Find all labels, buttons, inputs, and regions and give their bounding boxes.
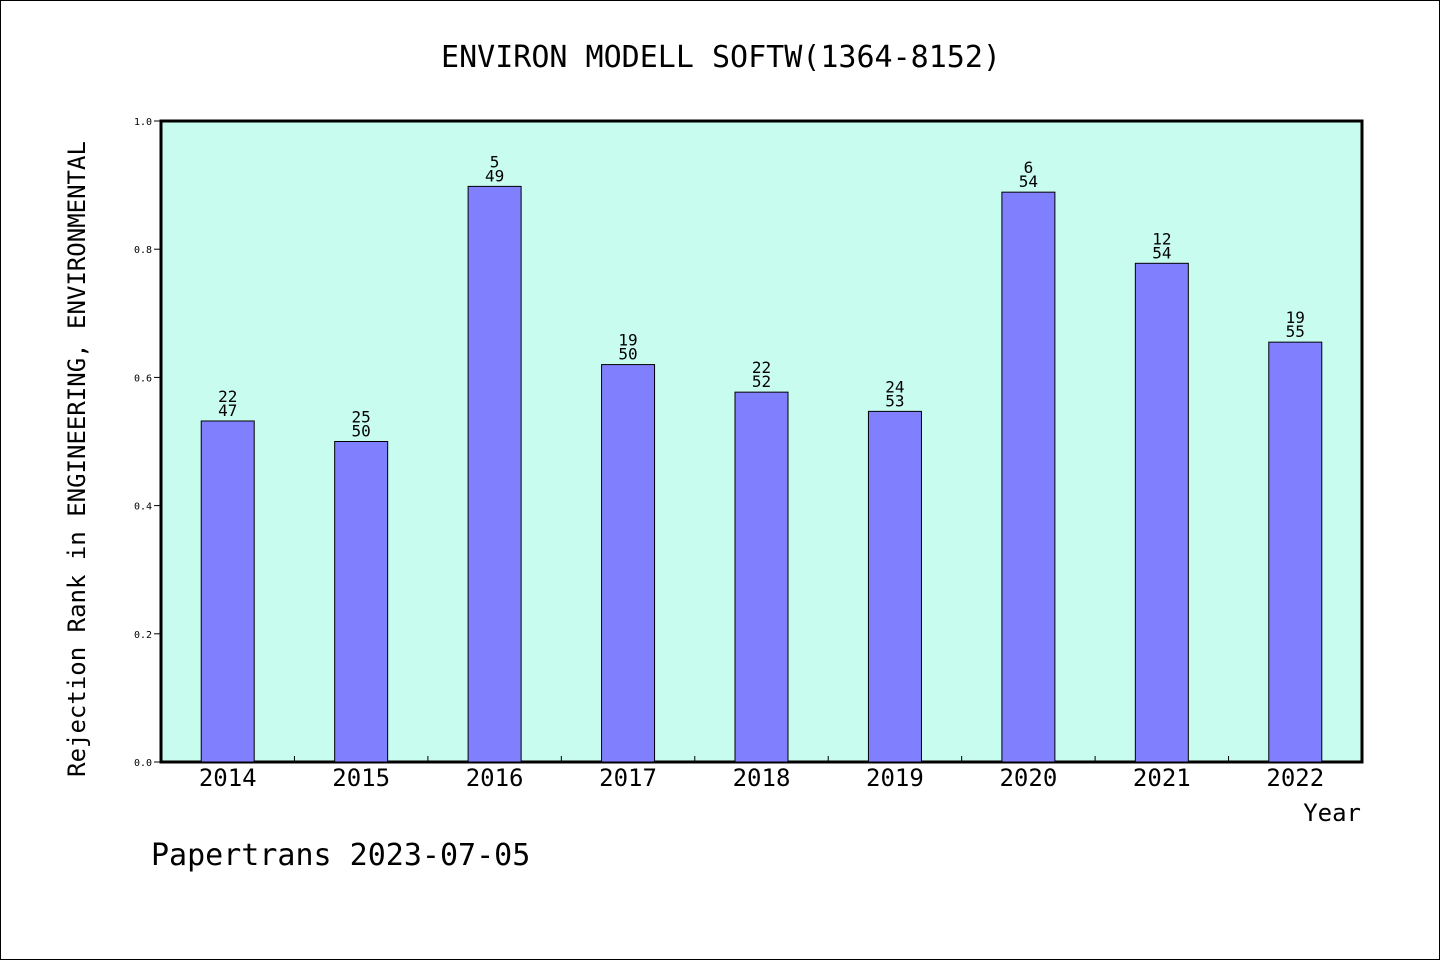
x-tick-label: 2017: [599, 764, 657, 792]
bar-label-rank: 25: [352, 408, 371, 427]
y-tick-label: 0.6: [134, 373, 152, 384]
bar-label-total: 53: [885, 391, 904, 410]
y-axis: 0.0 0.2 0.4 0.6 0.8 1.0: [134, 117, 161, 769]
bar-label-total: 55: [1286, 322, 1305, 341]
bar-2020: [1001, 191, 1056, 763]
bar-label-rank: 19: [1286, 308, 1305, 327]
bar-label-rank: 22: [752, 358, 771, 377]
y-tick-label: 1.0: [134, 117, 152, 128]
x-tick-label: 2018: [733, 764, 791, 792]
y-tick-label: 0.2: [134, 630, 152, 641]
bar-label-rank: 5: [490, 152, 500, 171]
x-tick-label: 2015: [332, 764, 390, 792]
bar-2021: [1134, 262, 1189, 763]
bar-label-rank: 22: [218, 387, 237, 406]
chart-title: ENVIRON MODELL SOFTW(1364-8152): [441, 40, 1001, 75]
bar-label-rank: 12: [1152, 229, 1171, 248]
bar-2017: [601, 364, 656, 763]
bar-label-total: 47: [218, 401, 237, 420]
y-tick-label: 0.8: [134, 245, 152, 256]
y-axis-title: Rejection Rank in ENGINEERING, ENVIRONME…: [63, 141, 91, 777]
bar-label-rank: 19: [618, 331, 637, 350]
bar-2014: [200, 420, 255, 763]
bar-2022: [1268, 341, 1323, 763]
bar-2019: [867, 410, 922, 763]
bar-label-total: 52: [752, 372, 771, 391]
x-tick-label: 2021: [1133, 764, 1191, 792]
bars-group: [200, 185, 1323, 763]
bar-label-total: 54: [1152, 243, 1171, 262]
bar-label-total: 50: [618, 345, 637, 364]
x-tick-label: 2016: [466, 764, 524, 792]
bar-label-total: 54: [1019, 172, 1038, 191]
bar-2018: [734, 391, 789, 763]
footer-credit: Papertrans 2023-07-05: [151, 838, 530, 873]
y-tick-label: 0.4: [134, 502, 152, 513]
bar-label-total: 49: [485, 166, 504, 185]
x-tick-label: 2020: [999, 764, 1057, 792]
bar-label-rank: 6: [1024, 158, 1034, 177]
x-tick-label: 2019: [866, 764, 924, 792]
x-axis-title: Year: [1303, 799, 1361, 827]
x-tick-label: 2022: [1266, 764, 1324, 792]
y-tick-label: 0.0: [134, 758, 152, 769]
bar-2015: [334, 441, 389, 763]
bar-2016: [467, 185, 522, 763]
x-tick-label: 2014: [199, 764, 257, 792]
bar-label-rank: 24: [885, 377, 904, 396]
bar-label-total: 50: [352, 422, 371, 441]
x-axis: 2014 2015 2016 2017 2018 2019 2020 2021 2022: [199, 756, 1324, 792]
